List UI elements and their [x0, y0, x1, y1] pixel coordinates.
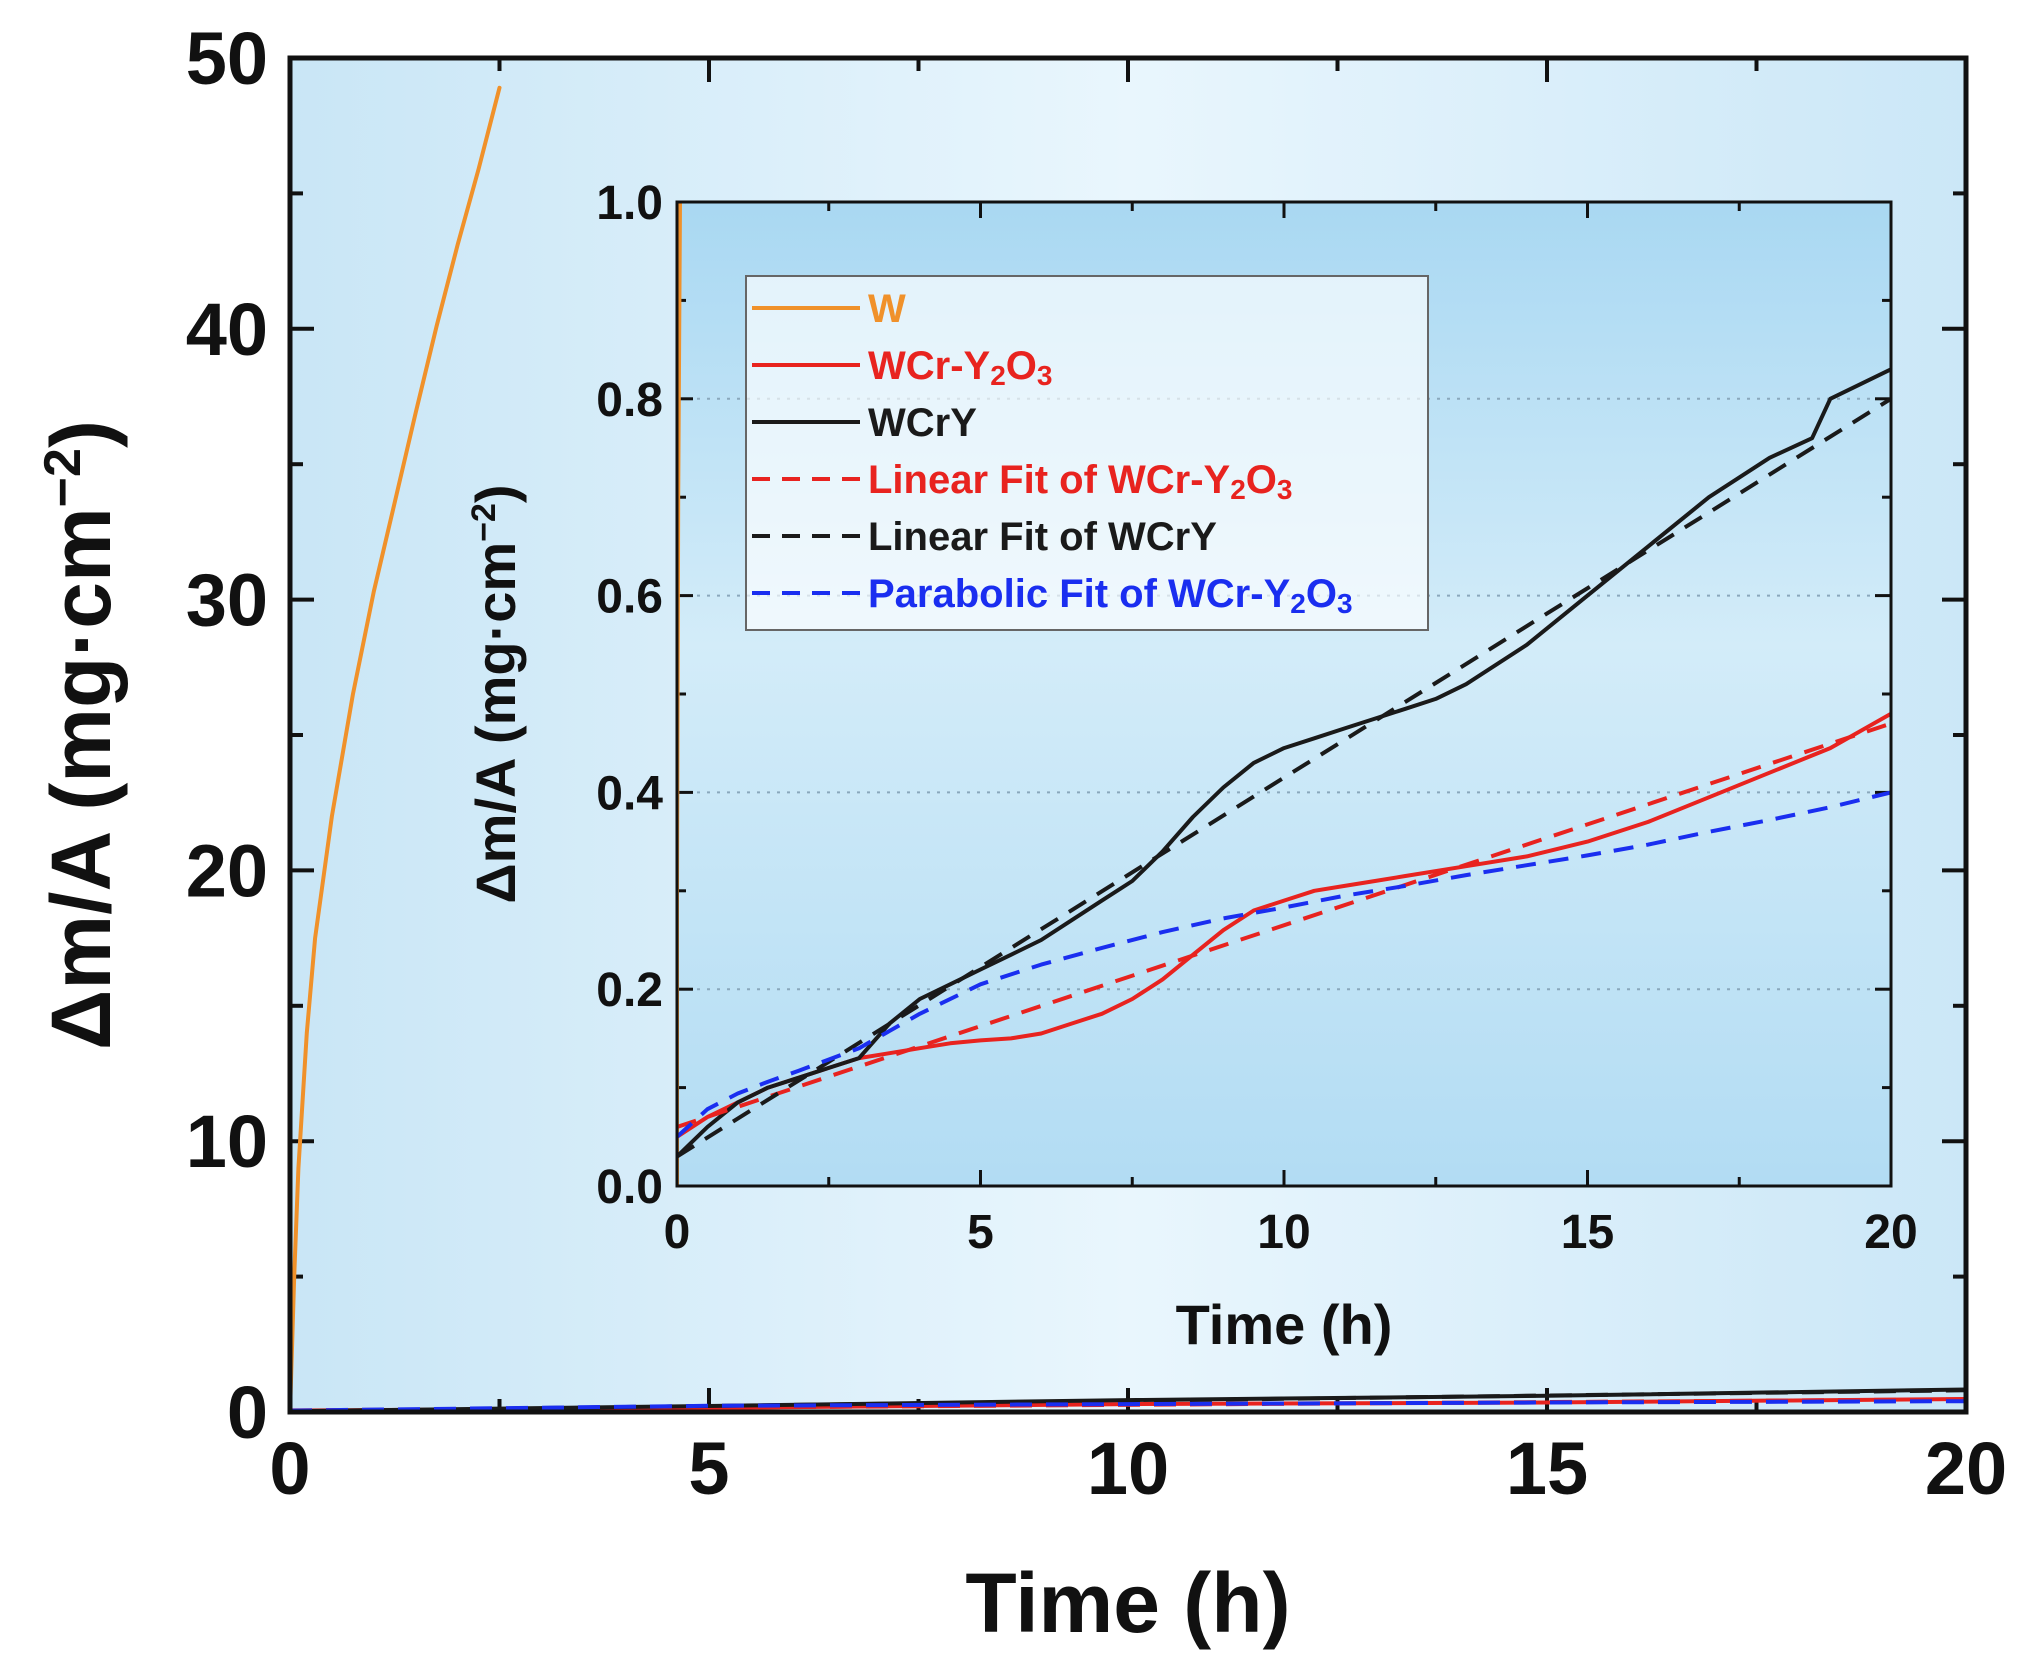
inset-y-tick-label-5: 1.0	[596, 177, 663, 230]
inset-y-tick-label-4: 0.8	[596, 374, 663, 427]
inset-y-tick-label-2: 0.4	[596, 767, 663, 820]
inset-y-axis-title-base: Δm/A (mg·cm	[464, 542, 527, 904]
inset-y-tick-label-3: 0.6	[596, 571, 663, 624]
main-x-tick-label-4: 20	[1925, 1427, 2007, 1510]
legend-label-w: W	[868, 287, 906, 331]
inset-series-wcry	[677, 367, 1891, 1159]
legend-label-wcr-y2o3: WCr-Y2O3	[868, 344, 1053, 391]
legend-label-parabolic-fit-of-wcr-y2o3: Parabolic Fit of WCr-Y2O3	[868, 572, 1353, 619]
inset-x-tick-label-2: 10	[1257, 1206, 1310, 1259]
main-y-tick-label-2: 20	[186, 829, 268, 912]
main-x-tick-label-3: 15	[1506, 1427, 1588, 1510]
main-y-axis-title: Δm/A (mg·cm−2)	[34, 420, 128, 1050]
main-y-axis-title-sup: −2	[34, 448, 92, 507]
inset-series-linear-fit-of-wcry	[677, 397, 1891, 1159]
legend-label-text: WCr-Y	[868, 344, 991, 388]
inset-y-axis-title-sup: −2	[465, 503, 503, 542]
inset-x-tick-label-1: 5	[967, 1206, 994, 1259]
main-y-axis-title-base: Δm/A (mg·cm	[34, 507, 128, 1050]
main-series-w	[290, 85, 502, 1412]
inset-series-linear-fit-of-wcr-y2o3	[677, 721, 1891, 1129]
inset-y-tick-label-1: 0.2	[596, 964, 663, 1017]
inset-x-tick-label-4: 20	[1864, 1206, 1917, 1259]
inset-legend-box	[745, 275, 1429, 631]
inset-x-tick-label-0: 0	[664, 1206, 691, 1259]
legend-label-text: Linear Fit of WCr-Y	[868, 458, 1231, 502]
legend-label-subscript: 2	[990, 360, 1006, 391]
inset-y-tick-labels: 0.0 0.2 0.4 0.6 0.8 1.0	[596, 177, 663, 1214]
main-y-tick-labels: 0 10 20 30 40 50	[186, 17, 268, 1454]
legend-label-text-2: O	[1006, 344, 1037, 388]
inset-y-tick-label-0: 0.0	[596, 1161, 663, 1214]
main-x-tick-label-2: 10	[1087, 1427, 1169, 1510]
inset-x-tick-label-3: 15	[1561, 1206, 1614, 1259]
legend-label-text-2: O	[1246, 458, 1277, 502]
main-y-tick-label-0: 0	[227, 1371, 268, 1454]
legend-label-subscript-2: 3	[1277, 474, 1293, 505]
main-y-tick-label-5: 50	[186, 17, 268, 100]
main-plot-frame	[287, 55, 1969, 1415]
inset-y-axis-title-close: )	[464, 484, 527, 503]
legend-label-text: W	[868, 287, 906, 331]
main-y-tick-label-3: 30	[186, 559, 268, 642]
legend-label-text: Linear Fit of WCrY	[868, 515, 1217, 559]
legend-label-text: Parabolic Fit of WCr-Y	[868, 572, 1291, 616]
inset-x-axis-title: Time (h)	[1176, 1293, 1393, 1356]
legend-label-linear-fit-of-wcr-y2o3: Linear Fit of WCr-Y2O3	[868, 458, 1293, 505]
main-x-tick-label-1: 5	[688, 1427, 729, 1510]
legend-label-subscript: 2	[1290, 588, 1306, 619]
inset-x-tick-labels: 0 5 10 15 20	[664, 1206, 1918, 1259]
main-x-tick-label-0: 0	[269, 1427, 310, 1510]
main-y-axis-title-close: )	[34, 420, 128, 448]
main-series-linear-fit-of-wcry	[290, 1388, 1966, 1412]
legend-label-linear-fit-of-wcry: Linear Fit of WCrY	[868, 515, 1217, 559]
main-series-group	[290, 85, 1966, 1412]
legend-label-subscript-2: 3	[1337, 588, 1353, 619]
main-series-parabolic-fit-of-wcr-y2o3	[290, 1399, 1966, 1412]
inset-chart: 0 5 10 15 20 0.0 0.2 0.4 0.6 0.8 1.0 Time (h) Δm/…	[464, 177, 1918, 1356]
main-y-tick-label-4: 40	[186, 288, 268, 371]
legend-label-text: WCrY	[868, 401, 977, 445]
main-x-axis-title: Time (h)	[965, 1556, 1290, 1650]
legend-label-text-2: O	[1306, 572, 1337, 616]
inset-y-axis-title: Δm/A (mg·cm−2)	[464, 484, 527, 903]
legend-label-subscript: 2	[1230, 474, 1246, 505]
main-x-tick-labels: 0 5 10 15 20	[269, 1427, 2007, 1510]
legend-label-subscript-2: 3	[1037, 360, 1053, 391]
inset-plot-frame	[675, 200, 1893, 1188]
main-y-tick-label-1: 10	[186, 1100, 268, 1183]
legend-label-wcry: WCrY	[868, 401, 977, 445]
